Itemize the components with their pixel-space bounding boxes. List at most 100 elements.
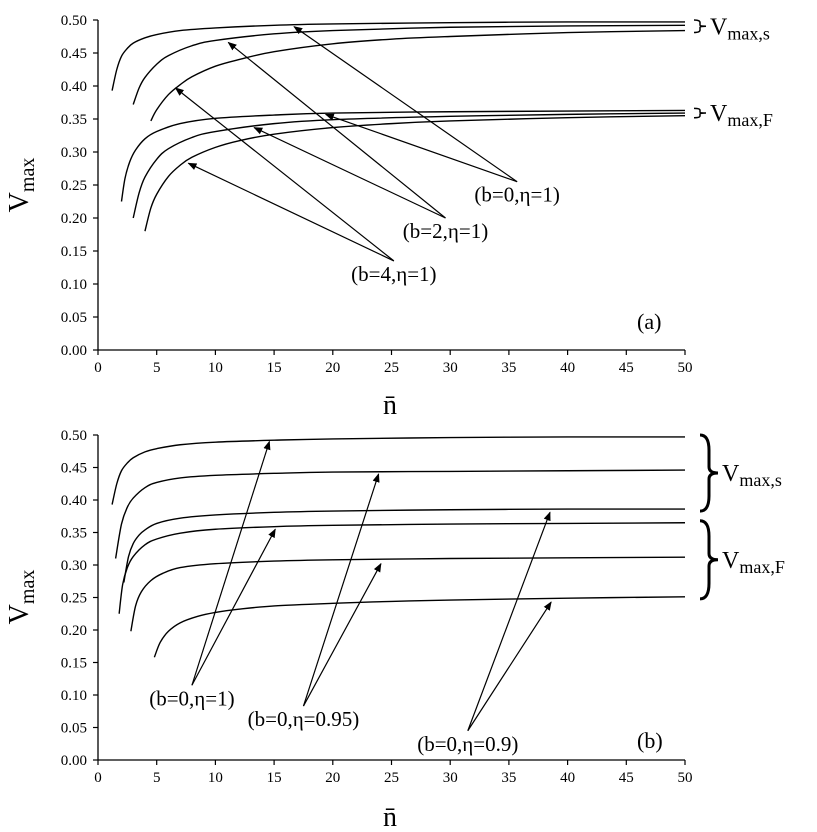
panel-a-annotation-label-2: (b=2,η=1) [403, 219, 488, 243]
panel-a-x-tick-label: 40 [560, 360, 575, 376]
panel-a-y-tick-label: 0.20 [61, 211, 87, 227]
panel-b-y-tick-label: 0.15 [61, 656, 87, 672]
panel-b-series-line-4 [118, 522, 686, 614]
panel-a-group-label-sub: max,F [727, 110, 773, 130]
panel-a-group-label-vmax-s: Vmax,s [710, 14, 770, 43]
panel-a-y-tick-label: 0.30 [61, 145, 87, 161]
panel-b-label: (b) [637, 728, 663, 753]
panel-a-group-label-sub: max,s [727, 23, 770, 43]
panel-b-x-tick-label: 45 [619, 770, 634, 786]
panel-b-series [111, 436, 686, 658]
panel-b-y-tick-label: 0.20 [61, 623, 87, 639]
panel-b-annotation-label-1: (b=0,η=1) [149, 686, 234, 710]
panel-b-annotation-label-3: (b=0,η=0.9) [417, 732, 518, 756]
panel-b-x-tick-label: 15 [267, 770, 282, 786]
panel-b-x-tick-label: 5 [153, 770, 161, 786]
panel-a-annotation-label-1: (b=0,η=1) [474, 183, 559, 207]
panel-a-annotation-arrow [174, 87, 395, 262]
panel-b-y-tick-label: 0.00 [61, 753, 87, 769]
panel-b-y-axis-label-sub: max [17, 570, 39, 604]
panel-b-y-tick-label: 0.40 [61, 493, 87, 509]
panel-b-y-tick-label: 0.35 [61, 526, 87, 542]
panel-b-y-axis-label: Vmax [4, 570, 39, 625]
panel-b-x-tick-label: 25 [384, 770, 399, 786]
panel-b-group-label-vmax-s: Vmax,s [722, 461, 782, 490]
panel-b-group-label-sub: max,s [739, 470, 782, 490]
panel-a-y-axis-label: Vmax [4, 158, 39, 213]
panel-a-x-tick-label: 10 [208, 360, 223, 376]
panel-b-annotation-arrow [467, 511, 551, 731]
panel-a-series-line-1 [111, 21, 686, 91]
panel-a-x-tick-label: 15 [267, 360, 282, 376]
panel-a-annotation-arrow [253, 127, 446, 219]
panel-a-y-tick-label: 0.50 [61, 13, 87, 29]
panel-b-series-line-3 [123, 508, 686, 583]
panel-a-x-axis-label: n̄ [383, 390, 397, 421]
panel-b-annotation-arrow [191, 440, 271, 686]
panel-b-x-axis-label: n̄ [383, 802, 397, 832]
panel-a-y-tick-label: 0.40 [61, 79, 87, 95]
panel-a-x-tick-label: 45 [619, 360, 634, 376]
panel-a-y-tick-label: 0.05 [61, 310, 87, 326]
panel-a-group-label-vmax-f: Vmax,F [710, 101, 773, 130]
panel-b-annotation-arrow [191, 528, 276, 686]
panel-b-series-line-2 [114, 469, 686, 559]
panel-b-series-line-6 [153, 596, 686, 658]
panel-b: 0 5 10 15 20 25 30 35 40 45 50 0.00 0.05 0.10 0.15 0.20… [4, 428, 785, 832]
panel-b-y-tick-label: 0.05 [61, 721, 87, 737]
panel-b-axes: 0 5 10 15 20 25 30 35 40 45 50 0.00 0.05 0.10 0.15 0.20… [61, 428, 693, 786]
panel-a-x-tick-label: 35 [501, 360, 516, 376]
panel-a-annotation-arrow [187, 162, 395, 262]
panel-a-x-tick-label: 5 [153, 360, 161, 376]
panel-a-series-line-4 [120, 109, 686, 202]
panel-a-y-tick-label: 0.00 [61, 343, 87, 359]
panel-b-y-tick-label: 0.30 [61, 558, 87, 574]
panel-a-brace-vmax-f [693, 107, 707, 119]
panel-a: 0 5 10 15 20 25 30 35 40 45 50 0.00 0.05 0.10 0.15 0.20… [4, 13, 773, 421]
panel-a-series [111, 21, 686, 232]
panel-a-x-tick-label: 30 [443, 360, 458, 376]
panel-b-annotation-arrow [302, 562, 382, 707]
panel-a-series-line-2 [132, 24, 686, 105]
panel-a-x-tick-label: 50 [678, 360, 693, 376]
panel-b-series-line-5 [130, 556, 686, 632]
panel-a-y-tick-label: 0.15 [61, 244, 87, 260]
panel-b-annotation-arrow [467, 601, 552, 732]
panel-b-x-tick-label: 0 [94, 770, 102, 786]
panel-b-y-tick-label: 0.10 [61, 688, 87, 704]
panel-b-x-tick-label: 20 [325, 770, 340, 786]
panel-b-x-tick-label: 10 [208, 770, 223, 786]
panel-b-x-tick-label: 50 [678, 770, 693, 786]
panel-b-y-axis-label-main: V [4, 604, 35, 624]
panel-b-series-line-1 [111, 436, 686, 505]
panel-a-group-label-main: V [710, 14, 728, 40]
panel-b-x-tick-label: 35 [501, 770, 516, 786]
panel-a-annotation-arrow [324, 113, 518, 183]
panel-a-annotation-label-3: (b=4,η=1) [351, 262, 436, 286]
panel-a-series-line-5 [132, 112, 686, 219]
panel-a-annotations: (b=0,η=1) (b=2,η=1) (b=4,η=1) [174, 26, 560, 286]
panel-b-annotations: (b=0,η=1) (b=0,η=0.95) (b=0,η=0.9) [149, 440, 552, 756]
panel-a-y-tick-label: 0.10 [61, 277, 87, 293]
panel-a-annotation-arrow [227, 41, 446, 219]
panel-a-y-tick-label: 0.45 [61, 46, 87, 62]
panel-b-y-tick-label: 0.45 [61, 461, 87, 477]
panel-b-y-tick-label: 0.25 [61, 591, 87, 607]
panel-a-annotation-arrow [293, 26, 518, 183]
panel-a-label: (a) [637, 309, 661, 334]
panel-a-y-tick-label: 0.35 [61, 112, 87, 128]
panel-b-annotation-label-2: (b=0,η=0.95) [248, 707, 360, 731]
panel-b-brace-vmax-f [699, 519, 719, 601]
panel-a-brace-vmax-s [693, 19, 707, 34]
panel-b-group-label-main: V [722, 548, 740, 574]
panel-a-axes: 0 5 10 15 20 25 30 35 40 45 50 0.00 0.05 0.10 0.15 0.20… [61, 13, 693, 376]
panel-a-group-label-main: V [710, 101, 728, 127]
panel-b-x-tick-label: 30 [443, 770, 458, 786]
panel-a-y-axis-label-main: V [4, 192, 35, 212]
panel-a-y-tick-label: 0.25 [61, 178, 87, 194]
panel-a-x-tick-label: 0 [94, 360, 102, 376]
panel-b-annotation-arrow [302, 473, 380, 707]
